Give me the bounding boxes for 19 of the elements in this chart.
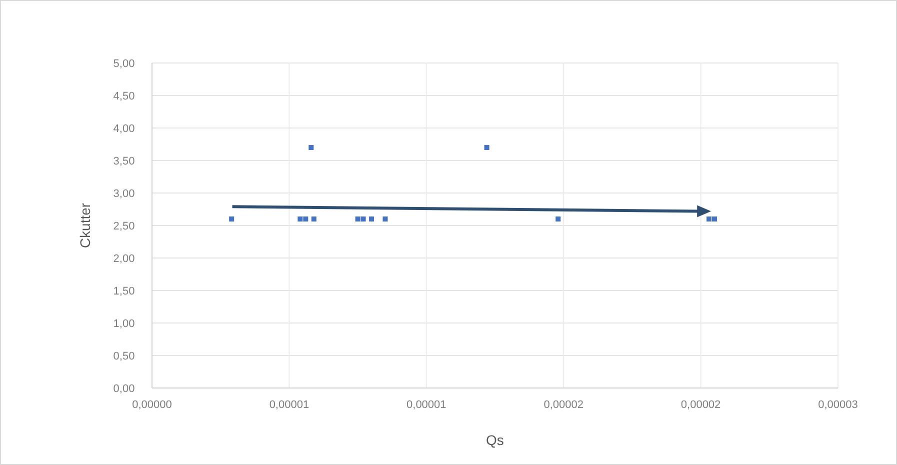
y-tick-label: 0,00	[113, 382, 135, 395]
y-tick-label: 4,50	[113, 90, 135, 102]
x-tick-label: 0,00002	[680, 399, 721, 411]
y-tick-label: 4,00	[113, 122, 135, 135]
y-tick-label: 3,00	[113, 188, 135, 200]
y-tick-label: 1,50	[113, 285, 135, 298]
y-tick-label: 0,50	[113, 350, 135, 362]
y-axis-title: Ckutter	[77, 202, 93, 248]
x-tick-label: 0,00002	[544, 399, 584, 411]
y-tick-label: 3,50	[113, 155, 135, 168]
y-tick-label: 5,00	[113, 58, 135, 70]
x-tick-label: 0,00000	[132, 399, 172, 411]
y-tick-label: 1,00	[113, 318, 135, 330]
y-tick-label: 2,00	[113, 252, 135, 265]
x-axis-title: Qs	[486, 432, 504, 448]
x-tick-label: 0,00003	[818, 399, 858, 411]
y-tick-label: 2,50	[113, 220, 135, 232]
x-tick-label: 0,00001	[406, 399, 446, 411]
x-tick-label: 0,00001	[269, 399, 310, 411]
